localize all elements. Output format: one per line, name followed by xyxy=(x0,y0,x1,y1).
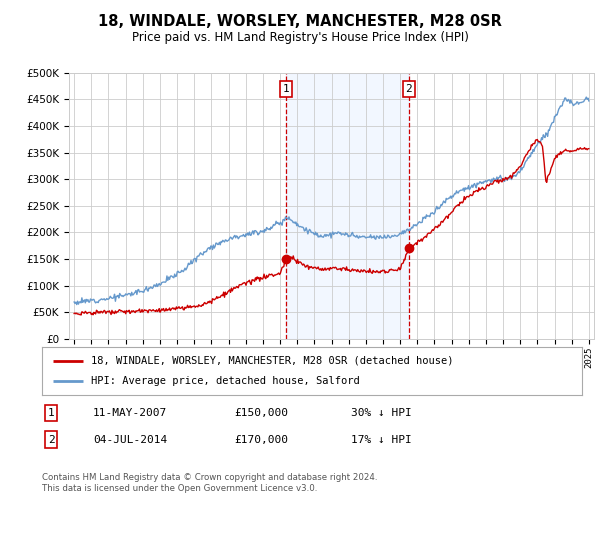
Text: 2: 2 xyxy=(47,435,55,445)
Text: 17% ↓ HPI: 17% ↓ HPI xyxy=(351,435,412,445)
Bar xyxy=(286,73,409,339)
Text: 18, WINDALE, WORSLEY, MANCHESTER, M28 0SR: 18, WINDALE, WORSLEY, MANCHESTER, M28 0S… xyxy=(98,14,502,29)
Text: 30% ↓ HPI: 30% ↓ HPI xyxy=(351,408,412,418)
Text: 18, WINDALE, WORSLEY, MANCHESTER, M28 0SR (detached house): 18, WINDALE, WORSLEY, MANCHESTER, M28 0S… xyxy=(91,356,453,366)
Text: 11-MAY-2007: 11-MAY-2007 xyxy=(93,408,167,418)
Text: Price paid vs. HM Land Registry's House Price Index (HPI): Price paid vs. HM Land Registry's House … xyxy=(131,31,469,44)
Text: 1: 1 xyxy=(47,408,55,418)
Text: 2: 2 xyxy=(406,84,412,94)
Text: 1: 1 xyxy=(283,84,290,94)
Text: £150,000: £150,000 xyxy=(234,408,288,418)
Text: Contains HM Land Registry data © Crown copyright and database right 2024.
This d: Contains HM Land Registry data © Crown c… xyxy=(42,473,377,493)
Text: £170,000: £170,000 xyxy=(234,435,288,445)
Text: 04-JUL-2014: 04-JUL-2014 xyxy=(93,435,167,445)
Text: HPI: Average price, detached house, Salford: HPI: Average price, detached house, Salf… xyxy=(91,376,359,386)
